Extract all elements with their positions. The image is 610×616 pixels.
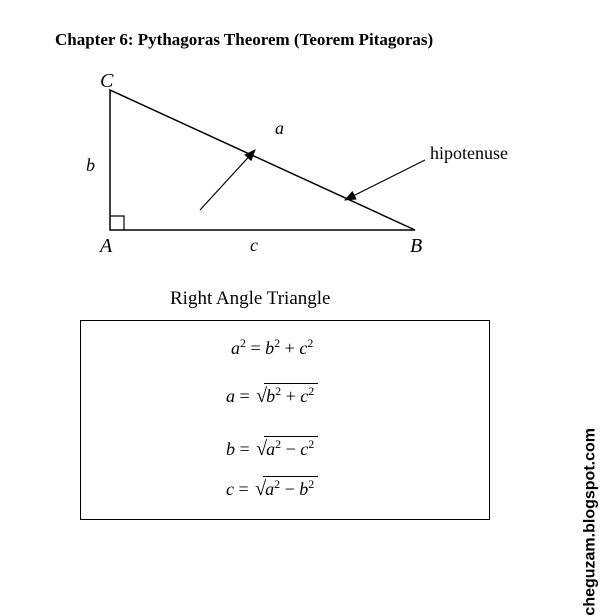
hypotenuse-arrow xyxy=(345,160,425,200)
triangle-svg xyxy=(80,70,500,280)
chapter-title: Chapter 6: Pythagoras Theorem (Teorem Pi… xyxy=(55,30,433,50)
vertex-a: A xyxy=(100,235,112,258)
formula-box: a2 = b2 + c2 a = b2 + c2 b = a2 − c2 c =… xyxy=(80,320,490,520)
right-angle-marker xyxy=(110,216,124,230)
hypotenuse-label: hipotenuse xyxy=(430,143,508,164)
triangle-caption: Right Angle Triangle xyxy=(170,288,330,310)
formula-1: a2 = b2 + c2 xyxy=(231,336,313,359)
triangle-diagram: C A B b c a hipotenuse xyxy=(80,70,500,280)
formula-4: c = a2 − b2 xyxy=(226,476,318,501)
side-b: b xyxy=(86,155,95,176)
triangle-shape xyxy=(110,90,415,230)
vertex-b: B xyxy=(410,235,422,258)
watermark: cheguzam.blogspot.com xyxy=(582,428,600,616)
side-a: a xyxy=(275,118,284,139)
formula-3: b = a2 − c2 xyxy=(226,436,318,461)
formula-2: a = b2 + c2 xyxy=(226,383,318,408)
side-c: c xyxy=(250,235,258,256)
inner-arrow xyxy=(200,150,255,210)
vertex-c: C xyxy=(100,70,113,93)
